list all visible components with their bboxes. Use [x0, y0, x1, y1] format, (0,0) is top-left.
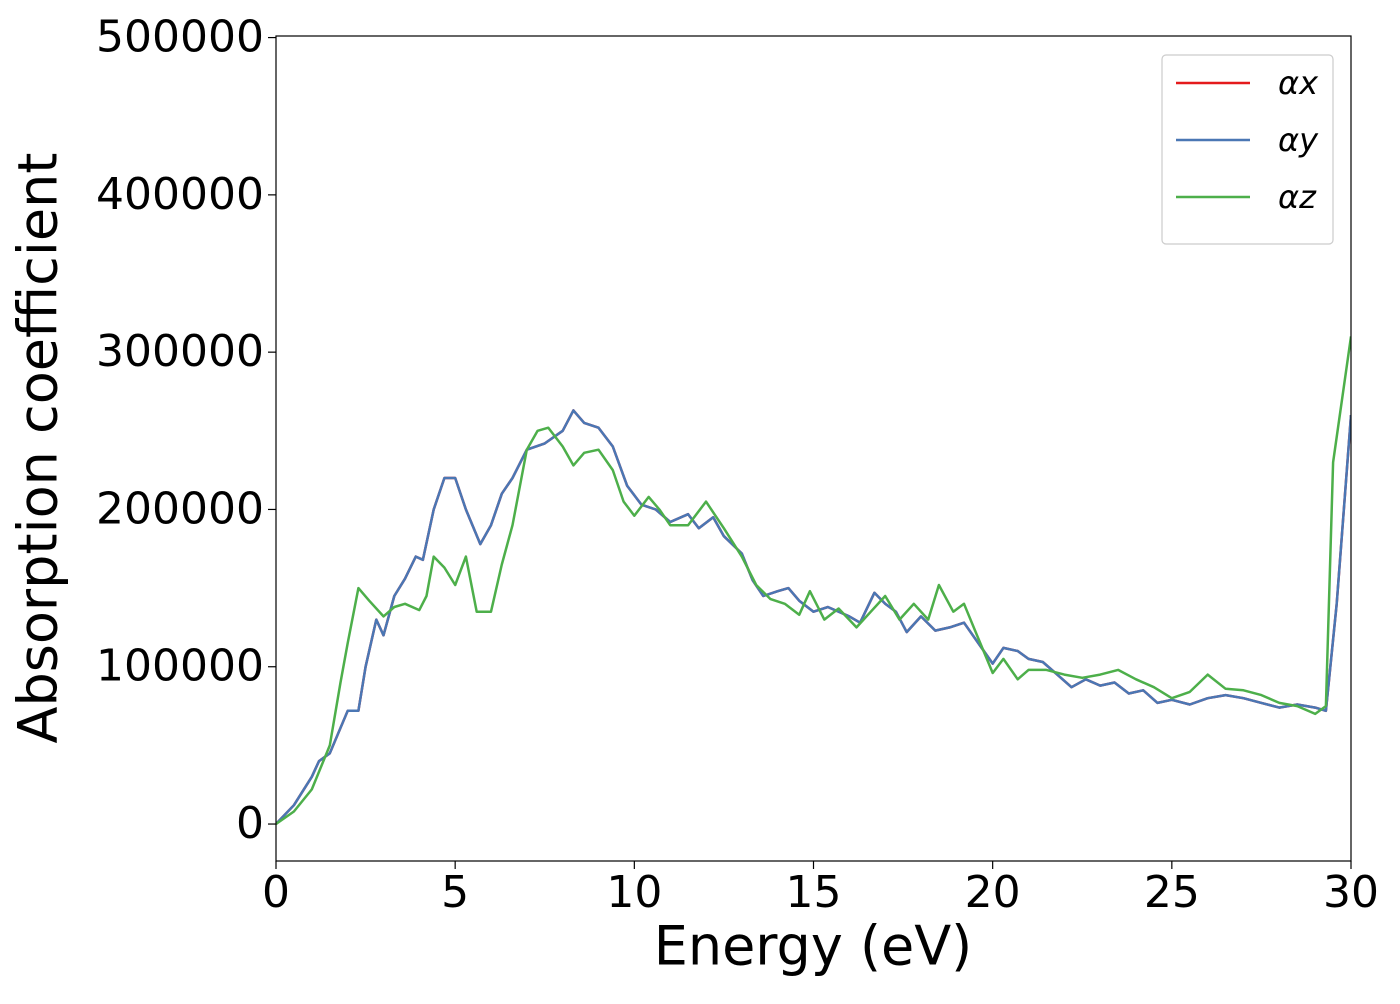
- y-tick-label: 200000: [96, 483, 264, 534]
- x-tick-label: 0: [262, 867, 290, 918]
- y-tick-label: 300000: [96, 326, 264, 377]
- data-line: [276, 409, 1351, 825]
- y-tick-label: 0: [236, 798, 264, 849]
- x-tick-label: 25: [1144, 867, 1200, 918]
- x-tick-label: 30: [1323, 867, 1379, 918]
- legend-label: αy: [1278, 121, 1319, 159]
- y-tick-label: 400000: [96, 169, 264, 220]
- y-tick-label: 500000: [96, 12, 264, 63]
- x-tick-label: 20: [965, 867, 1021, 918]
- legend-label: αz: [1278, 178, 1317, 216]
- x-tick-label: 15: [786, 867, 842, 918]
- legend-label: αx: [1278, 64, 1319, 102]
- y-axis-label: Absorption coefficient: [7, 153, 70, 744]
- x-tick-label: 10: [606, 867, 662, 918]
- plot-frame: [275, 35, 1352, 862]
- y-tick-label: 100000: [96, 641, 264, 692]
- x-tick-label: 5: [441, 867, 469, 918]
- x-axis-label: Energy (eV): [654, 915, 973, 978]
- data-line: [276, 409, 1351, 825]
- data-line: [276, 336, 1351, 826]
